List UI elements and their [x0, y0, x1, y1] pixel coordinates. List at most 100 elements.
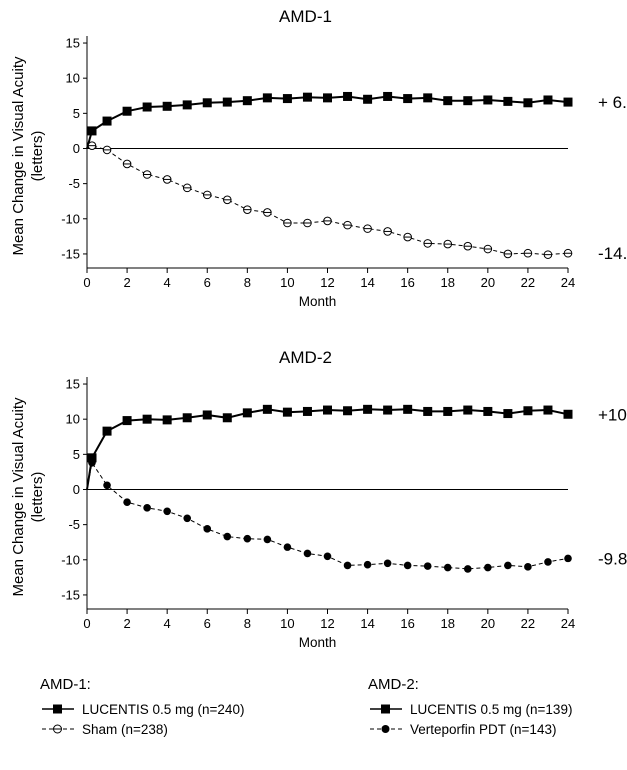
open-circle-icon: [42, 724, 74, 734]
y-axis-label: Mean Change in Visual Acuity: [10, 397, 27, 597]
y-axis-label-units: (letters): [29, 472, 46, 523]
x-tick-label: 24: [561, 616, 575, 631]
filled-square-icon: [370, 704, 402, 714]
y-tick-label: -10: [61, 552, 80, 567]
x-tick-label: 6: [204, 275, 211, 290]
x-tick-label: 12: [320, 275, 334, 290]
x-tick-label: 2: [123, 275, 130, 290]
data-point: [403, 94, 413, 104]
legend-item-label: Verteporfin PDT (n=143): [410, 721, 557, 737]
x-tick-label: 16: [400, 275, 414, 290]
data-point: [363, 404, 373, 414]
data-point: [403, 561, 412, 570]
end-value-label: -9.8: [598, 549, 627, 568]
series-line: [86, 145, 569, 256]
x-tick-label: 18: [441, 275, 455, 290]
y-tick-label: 15: [66, 377, 80, 392]
x-tick-label: 20: [481, 616, 495, 631]
data-point: [383, 91, 393, 101]
x-tick-label: 22: [521, 616, 535, 631]
data-point: [202, 98, 212, 108]
data-point: [563, 409, 573, 419]
y-axis-label-units: (letters): [29, 131, 46, 182]
series-line: [86, 408, 569, 490]
data-point: [282, 94, 292, 104]
x-tick-label: 2: [123, 616, 130, 631]
data-point: [544, 558, 552, 566]
data-point: [162, 415, 172, 425]
data-point: [87, 126, 97, 136]
end-value-label: +10.7: [598, 405, 627, 424]
y-tick-label: 0: [73, 141, 80, 156]
data-point: [223, 532, 232, 541]
y-tick-label: 10: [66, 71, 80, 86]
data-point: [102, 426, 112, 436]
legend-item: LUCENTIS 0.5 mg (n=240): [40, 699, 244, 719]
y-axis-label: Mean Change in Visual Acuity: [10, 56, 27, 256]
x-tick-label: 16: [400, 616, 414, 631]
data-point: [563, 97, 573, 107]
x-tick-label: 0: [83, 275, 90, 290]
data-point: [182, 100, 192, 110]
legend-item: LUCENTIS 0.5 mg (n=139): [368, 699, 572, 719]
end-value-label: + 6.6: [598, 93, 627, 112]
y-tick-label: 0: [73, 482, 80, 497]
series-1: + 6.6: [86, 91, 627, 149]
data-point: [524, 563, 532, 571]
x-axis-label: Month: [299, 294, 337, 309]
data-point: [302, 92, 312, 102]
filled-circle-icon: [370, 725, 402, 733]
data-point: [343, 561, 352, 570]
data-point: [443, 96, 453, 106]
data-point: [282, 407, 292, 417]
data-point: [163, 507, 171, 516]
data-point: [503, 409, 513, 419]
data-point: [543, 95, 553, 105]
data-point: [343, 406, 353, 416]
x-tick-label: 4: [164, 275, 171, 290]
data-point: [122, 416, 132, 426]
data-point: [222, 97, 232, 107]
data-point: [483, 406, 493, 416]
data-point: [142, 102, 152, 112]
data-point: [503, 96, 513, 106]
data-point: [122, 106, 132, 116]
data-point: [383, 405, 393, 415]
x-tick-label: 20: [481, 275, 495, 290]
y-tick-label: -15: [61, 246, 80, 261]
end-value-label: -14.9: [598, 244, 627, 263]
x-tick-label: 12: [320, 616, 334, 631]
data-point: [484, 563, 492, 572]
data-point: [323, 552, 332, 561]
x-tick-label: 4: [164, 616, 171, 631]
series-1: +10.7: [86, 404, 627, 490]
legend-item-label: LUCENTIS 0.5 mg (n=139): [410, 701, 573, 717]
data-point: [88, 458, 96, 467]
data-point: [423, 93, 433, 103]
data-point: [423, 406, 433, 416]
x-axis-label: Month: [299, 635, 337, 650]
data-point: [203, 525, 212, 533]
y-tick-label: -10: [61, 211, 80, 226]
data-point: [242, 96, 252, 106]
data-point: [142, 414, 152, 424]
x-tick-label: 24: [561, 275, 575, 290]
y-tick-label: -5: [68, 176, 80, 191]
data-point: [423, 562, 432, 570]
legend-item-label: LUCENTIS 0.5 mg (n=240): [82, 701, 245, 717]
chart-title: AMD-2: [279, 348, 332, 367]
data-point: [102, 116, 112, 126]
data-point: [243, 534, 252, 543]
x-tick-label: 10: [280, 616, 294, 631]
x-tick-label: 14: [360, 616, 374, 631]
data-point: [403, 404, 413, 414]
data-point: [543, 405, 553, 415]
data-point: [363, 94, 373, 104]
data-point: [283, 543, 292, 551]
x-tick-label: 10: [280, 275, 294, 290]
data-point: [302, 406, 312, 416]
data-point: [483, 95, 493, 105]
